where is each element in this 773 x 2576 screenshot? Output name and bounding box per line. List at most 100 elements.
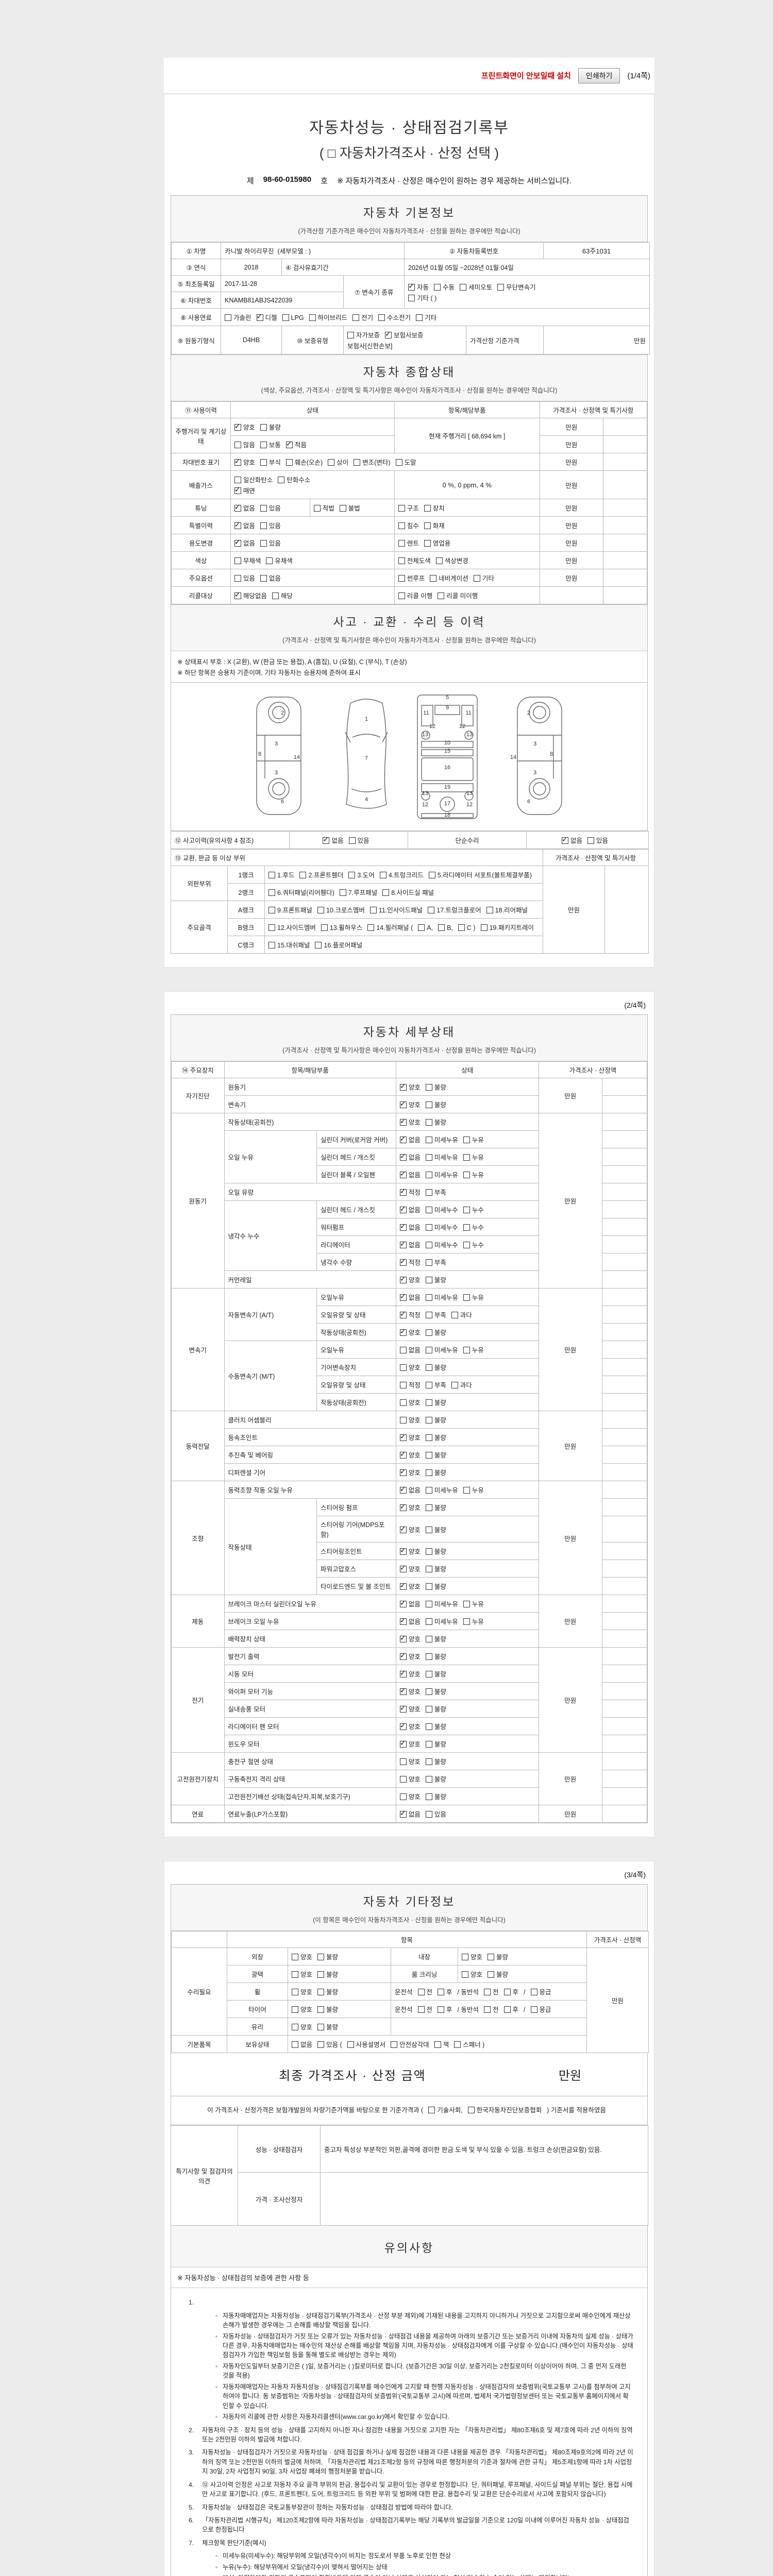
- col-usage-history: ⑪ 사용이력: [171, 401, 231, 418]
- unchecked-checkbox-icon: [425, 1583, 432, 1590]
- repair-need-label: 수리필요: [171, 1947, 227, 2036]
- option-label: 부족: [434, 1382, 446, 1389]
- table-row: 배출가스 일산화탄소 탄화수소매연 0 %, 0 ppm, 4 % 만원: [171, 470, 648, 499]
- price-extra-cell: [601, 1770, 648, 1788]
- checkbox-option: 부식: [260, 457, 281, 467]
- table-row: ⑧ 사용연료 가솔린 디젤 LPG 하이브리드 전기 수소전기 기타: [171, 308, 650, 326]
- option-label: 불량: [434, 1452, 446, 1459]
- diagram-panel-number: 14: [510, 754, 516, 760]
- print-button[interactable]: 인쇄하기: [578, 67, 620, 83]
- price-extra-cell: [601, 1165, 648, 1183]
- table-row: 색상 무채색 유채색 전체도색 색상변경 만원: [171, 551, 648, 569]
- basic-info-header: 자동차 기본정보 (가격산정 기준가격은 매수인이 자동차가격조사 · 산정을 …: [171, 196, 647, 242]
- checkbox-option: 침수: [398, 520, 419, 530]
- unchecked-checkbox-icon: [418, 924, 425, 931]
- state-cell: 양호 불량: [395, 1700, 539, 1718]
- checkbox-option: 3.도어: [348, 870, 375, 879]
- checkbox-option: 양호: [399, 1502, 421, 1512]
- unchecked-checkbox-icon: [225, 314, 231, 321]
- option-label: 불량: [326, 2006, 339, 2013]
- option-label: 불량: [326, 2024, 339, 2031]
- unchecked-checkbox-icon: [425, 1259, 432, 1266]
- notice-title: 유의사항: [384, 2241, 434, 2255]
- option-label: 없음: [570, 837, 582, 844]
- checked-checkbox-icon: [234, 457, 241, 466]
- option-label: 미세누수: [434, 1242, 458, 1249]
- checkbox-option: 있음: [260, 538, 281, 548]
- option-label: 양호: [408, 1758, 421, 1766]
- table-row: 기본품목 보유상태 없음 있음 (사용설명서 안전삼각대 잭 스패너 ): [171, 2035, 649, 2053]
- diagram-panel-number: 1: [365, 716, 368, 722]
- checkbox-option: 썬루프: [398, 573, 425, 583]
- detail-row: 실린더 블록 / 오일팬 없음 미세누유 누유: [172, 1165, 648, 1183]
- first-reg-value: 2017-11-28: [221, 275, 344, 292]
- table-row: 주요골격 A랭크 9.프론트패널 10.크로스멤버 11.인사이드패널 17.트렁크플…: [171, 901, 649, 954]
- checked-checkbox-icon: [399, 1546, 407, 1555]
- diagram-panel-number: 13: [466, 790, 473, 796]
- unchecked-checkbox-icon: [408, 294, 415, 301]
- checked-checkbox-icon: [399, 1222, 407, 1231]
- checked-checkbox-icon: [399, 1134, 407, 1143]
- item-cell: 원동기: [224, 1078, 396, 1096]
- tire-detail-options: 운전석 전 후 / 동반석 전 후 / 응급: [390, 2000, 587, 2018]
- option-label: 자가보증: [356, 332, 380, 339]
- table-row: ③ 연식 2018 ④ 검사유효기간 2026년 01월 05일 ~2028년 …: [171, 259, 650, 276]
- checkbox-option: 양호: [292, 2004, 312, 2014]
- option-label: 해당: [280, 592, 293, 600]
- checkbox-option: 불량: [425, 1774, 446, 1784]
- unchecked-checkbox-icon: [278, 477, 285, 483]
- option-label: 불량: [434, 1653, 446, 1660]
- item-cell: 작동상태: [224, 1498, 317, 1595]
- option-label: 불량: [268, 424, 281, 431]
- price-extra-cell: [601, 1306, 648, 1324]
- item-cell: 발전기 출력: [224, 1647, 396, 1665]
- unchecked-checkbox-icon: [425, 1277, 432, 1283]
- unchecked-checkbox-icon: [285, 459, 293, 466]
- unchecked-checkbox-icon: [292, 1954, 298, 1960]
- option-label: 한국자동차진단보증협회: [476, 2107, 542, 2114]
- year-label: ③ 연식: [171, 259, 221, 276]
- option-label: 렌트: [407, 540, 419, 547]
- option-label: 불량: [434, 1277, 446, 1284]
- notice-header: 유의사항: [171, 2226, 647, 2268]
- unchecked-checkbox-icon: [425, 1312, 432, 1318]
- checkbox-option: 12.사이드멤버: [268, 922, 316, 932]
- price-cell: 만원: [538, 1805, 602, 1823]
- checkbox-option: 18.리어패널: [486, 905, 528, 914]
- option-text: / 동반석: [458, 1987, 479, 1996]
- option-label: 하이브리드: [317, 314, 348, 321]
- detail-row: 오일 유량 적정 부족: [172, 1183, 648, 1201]
- checkbox-option: 불량: [260, 422, 281, 432]
- state-cell: 없음 미세누유 누유: [395, 1165, 539, 1183]
- option-label: 불량: [434, 1706, 446, 1713]
- option-label: 없음: [243, 540, 255, 547]
- unchecked-checkbox-icon: [348, 837, 356, 844]
- table-row: 많음 보통 적음 만원: [172, 435, 648, 453]
- diagram-panel-number: 8: [550, 751, 553, 757]
- checkbox-option: 자가보증: [347, 330, 380, 340]
- checkbox-option: 불량: [425, 1669, 446, 1679]
- price-extra-cell: [601, 1717, 648, 1735]
- reg-no-label: ② 자동차등록번호: [404, 242, 544, 259]
- option-label: 색상변경: [444, 557, 468, 565]
- base-price-label: 가격산정 기준가격: [466, 326, 544, 354]
- unchecked-checkbox-icon: [282, 314, 289, 321]
- unchecked-checkbox-icon: [451, 1312, 458, 1318]
- checkbox-option: 전: [484, 1987, 499, 1996]
- price-extra-cell: [601, 1235, 648, 1253]
- checkbox-option: 전기: [352, 312, 373, 322]
- price-extra-cell: [602, 453, 648, 471]
- wheel-detail-options: 운전석 전 후 / 동반석 전 후 / 응급: [390, 1982, 587, 2001]
- checkbox-option: 구조: [398, 503, 419, 513]
- option-label: 불량: [434, 1469, 446, 1477]
- notice-item: 1.: [189, 2299, 194, 2307]
- diagram-panel-number: 12: [429, 723, 435, 730]
- unchecked-checkbox-icon: [398, 575, 405, 582]
- state-cell: 양호 불량: [395, 1095, 539, 1113]
- unchecked-checkbox-icon: [292, 2006, 298, 2013]
- state-cell: 없음 미세누수 누수: [395, 1218, 539, 1236]
- price-extra-cell: [601, 1113, 648, 1131]
- rankA-label: A랭크: [227, 901, 265, 919]
- price-cell: 만원: [538, 1078, 602, 1113]
